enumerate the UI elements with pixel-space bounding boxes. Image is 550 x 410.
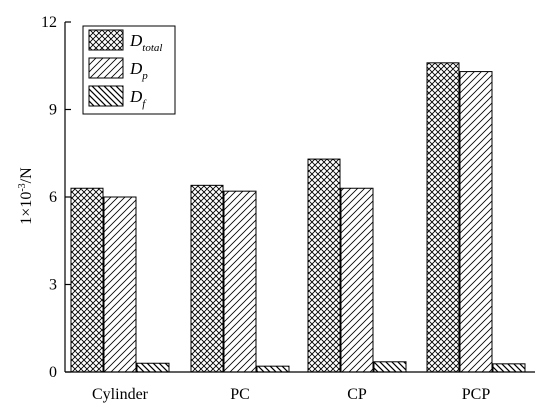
bar-D_p-PCP [459,71,493,373]
bar-D_f-PC [256,365,290,373]
x-category-label: CP [347,386,367,403]
y-tick-label: 12 [41,14,57,31]
x-category-labels: Cylinder PC CP PCP [92,386,490,403]
y-tick-label: 0 [49,364,57,381]
bar-D_total-PC [190,184,224,373]
bars-group [70,62,526,373]
bar-D_total-PCP [426,62,460,373]
x-category-label: PC [230,386,250,403]
bar-D_p-PC [223,190,257,373]
legend-swatch-D_total [88,29,124,51]
legend-label-D_p: Dp [129,59,148,82]
y-tick-label: 6 [49,189,57,206]
y-ticks: 0 3 6 9 12 [41,14,71,381]
bar-D_f-CP [373,361,407,373]
legend-label-D_f: Df [129,87,147,110]
y-axis-label: 1×10-3/N [17,167,35,225]
x-category-label: PCP [462,386,491,403]
bar-D_p-Cylinder [103,196,137,373]
bar-D_f-PCP [492,363,526,373]
legend-swatch-D_f [88,85,124,107]
bar-D_total-Cylinder [70,187,104,373]
legend-label-D_total: Dtotal [129,31,162,54]
legend: Dtotal Dp Df [82,25,176,115]
bar-D_total-CP [307,158,341,373]
x-category-label: Cylinder [92,386,149,403]
legend-swatch-D_p [88,57,124,79]
bar-D_f-Cylinder [136,362,170,373]
y-tick-label: 3 [49,277,57,294]
y-tick-label: 9 [49,102,57,119]
bar-D_p-CP [340,187,374,373]
